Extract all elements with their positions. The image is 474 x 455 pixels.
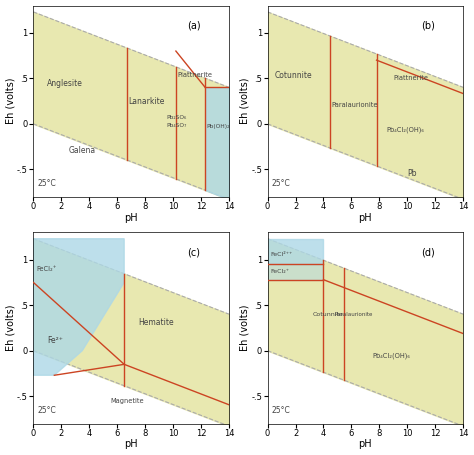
Text: Galena: Galena bbox=[68, 146, 95, 155]
X-axis label: pH: pH bbox=[359, 212, 372, 222]
Text: FeCl₂⁺: FeCl₂⁺ bbox=[36, 266, 56, 272]
Text: (a): (a) bbox=[187, 20, 201, 30]
Text: Plattnerite: Plattnerite bbox=[393, 75, 428, 81]
Text: Paralaurionite: Paralaurionite bbox=[332, 102, 378, 108]
Text: FeCl₂⁺: FeCl₂⁺ bbox=[270, 269, 290, 274]
Polygon shape bbox=[268, 264, 323, 280]
Text: (c): (c) bbox=[187, 247, 200, 257]
Polygon shape bbox=[33, 239, 124, 375]
Y-axis label: Eh (volts): Eh (volts) bbox=[240, 305, 250, 351]
X-axis label: pH: pH bbox=[124, 440, 138, 450]
Text: Anglesite: Anglesite bbox=[47, 79, 83, 88]
Text: Paralaurionite: Paralaurionite bbox=[335, 312, 373, 317]
Text: Pb₂SO₆: Pb₂SO₆ bbox=[167, 115, 187, 120]
Text: FeCl²⁺⁺: FeCl²⁺⁺ bbox=[270, 252, 292, 257]
Text: 25°C: 25°C bbox=[272, 405, 291, 415]
Text: Pb₄Cl₂(OH)₆: Pb₄Cl₂(OH)₆ bbox=[373, 353, 410, 359]
Text: 25°C: 25°C bbox=[272, 179, 291, 188]
Text: (b): (b) bbox=[421, 20, 435, 30]
Polygon shape bbox=[268, 239, 323, 264]
Text: Pb₄SO₇: Pb₄SO₇ bbox=[167, 122, 187, 127]
X-axis label: pH: pH bbox=[124, 212, 138, 222]
Text: Cotunnite: Cotunnite bbox=[312, 312, 343, 317]
Text: 25°C: 25°C bbox=[37, 179, 56, 188]
Text: Magnetite: Magnetite bbox=[110, 398, 144, 404]
Text: Pb: Pb bbox=[407, 169, 417, 178]
Text: Hematite: Hematite bbox=[138, 318, 174, 327]
Text: (d): (d) bbox=[421, 247, 435, 257]
Text: 25°C: 25°C bbox=[37, 405, 56, 415]
Text: Cotunnite: Cotunnite bbox=[274, 71, 312, 81]
Y-axis label: Eh (volts): Eh (volts) bbox=[240, 78, 250, 124]
X-axis label: pH: pH bbox=[359, 440, 372, 450]
Text: Plattnerite: Plattnerite bbox=[177, 71, 212, 77]
Y-axis label: Eh (volts): Eh (volts) bbox=[6, 78, 16, 124]
Text: Pb₄Cl₂(OH)₆: Pb₄Cl₂(OH)₆ bbox=[386, 126, 424, 133]
Text: Pb(OH)₂: Pb(OH)₂ bbox=[206, 124, 229, 129]
Text: Lanarkite: Lanarkite bbox=[128, 97, 165, 106]
Text: Fe²⁺: Fe²⁺ bbox=[47, 336, 63, 345]
Y-axis label: Eh (volts): Eh (volts) bbox=[6, 305, 16, 351]
